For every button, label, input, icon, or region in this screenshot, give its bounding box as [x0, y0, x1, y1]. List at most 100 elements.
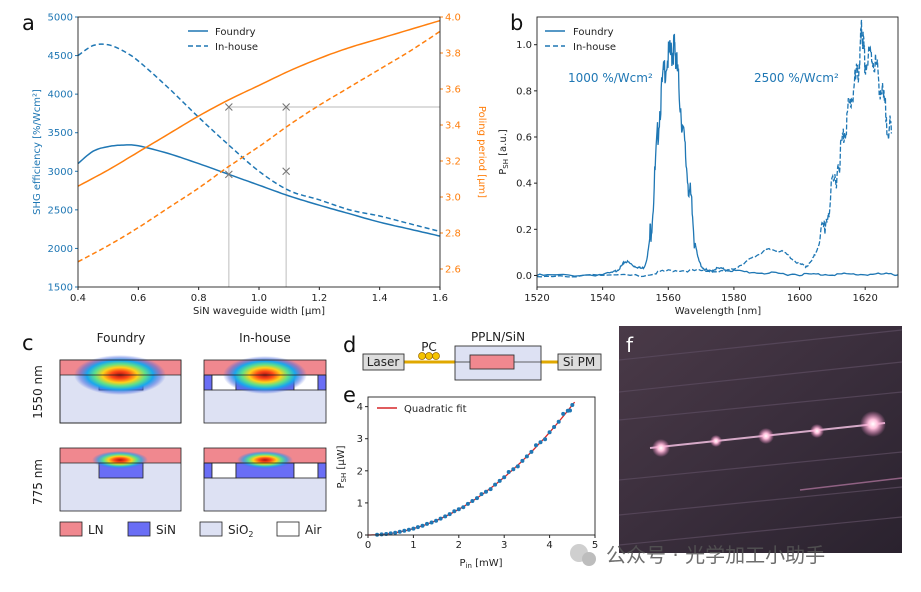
tick-label-e-y: 3: [357, 434, 363, 445]
data-point-e: [543, 437, 548, 442]
tick-label-a-y2: 3.4: [445, 121, 461, 132]
data-point-e: [529, 449, 534, 454]
data-point-e: [425, 521, 429, 526]
panel-label-f: f: [626, 333, 634, 357]
annotation-2500: 2500 %/Wcm²: [754, 71, 839, 85]
chart-b: 1520 1540 1560 1580 1600 1620 0.0 0.2 0.4 0.6 0.8 1…: [516, 19, 899, 304]
panel-a: a 0.4 0.6 0.8 1.0 1.2 1.4 1.6 1500 2000 2500 3000 3…: [22, 11, 487, 317]
pc-paddle-2: [425, 352, 433, 360]
legend-b-foundry: Foundry: [573, 27, 614, 38]
watermark-text: 公众号 · 光学加工小助手: [606, 543, 825, 567]
data-point-e: [443, 514, 448, 519]
xlabel-e: Pin [mW]: [459, 558, 502, 570]
tick-label-a-x: 1.6: [432, 293, 448, 304]
ylabel-a: SHG efficiency [%/Wcm²]: [32, 89, 43, 215]
annotation-1000: 1000 %/Wcm²: [568, 71, 653, 85]
data-point-e: [568, 408, 572, 413]
legend-c-ln-swatch: [59, 521, 83, 537]
panel-label-b: b: [510, 11, 523, 35]
legend-e-fit: Quadratic fit: [404, 404, 467, 415]
tick-label-a-y2: 3.2: [445, 157, 461, 168]
marker-x-1: [282, 167, 291, 176]
data-point-e: [570, 403, 575, 407]
tick-label-a-y: 4500: [48, 51, 73, 62]
data-point-e: [475, 496, 479, 501]
tick-label-e-y: 4: [357, 402, 363, 413]
legend-b-inhouse: In-house: [573, 42, 616, 53]
tick-label-b-y: 0.4: [516, 179, 532, 190]
panel-label-d: d: [343, 333, 356, 357]
xlabel-a: SiN waveguide width [µm]: [193, 306, 325, 317]
detector-box: [557, 353, 602, 371]
legend-c-sio2-swatch: [199, 521, 223, 537]
data-point-e: [393, 530, 398, 535]
legend-a-inhouse: In-house: [215, 42, 258, 53]
tick-label-e-x: 3: [501, 540, 507, 551]
tick-label-a-y2: 4.0: [445, 13, 461, 24]
data-point-e: [538, 440, 543, 445]
tick-label-b-y: 0.0: [516, 271, 532, 282]
tick-label-b-x: 1580: [721, 293, 746, 304]
xsection-foundry-1550: [59, 355, 182, 424]
ylabel-b: PSH [a.u.]: [498, 129, 510, 175]
marker-x-2: [224, 103, 233, 111]
tick-label-e-x: 2: [456, 540, 462, 551]
data-point-e: [388, 531, 393, 536]
axes-frame-b: [536, 16, 899, 288]
marker-x-3: [282, 103, 291, 111]
data-point-e: [547, 430, 552, 435]
xsection-inhouse-1550: [203, 356, 327, 424]
tick-label-a-y2: 3.0: [445, 193, 461, 204]
tick-label-a-x: 0.4: [70, 293, 86, 304]
chip-label: PPLN/SiN: [471, 330, 525, 344]
tick-label-e-y: 2: [357, 466, 363, 477]
series-a-3: [77, 30, 441, 263]
tick-label-b-x: 1560: [656, 293, 681, 304]
tick-label-a-x: 1.2: [311, 293, 327, 304]
photo-glow-5: [860, 411, 886, 437]
tick-label-e-y: 0: [357, 531, 363, 542]
tick-label-e-x: 4: [546, 540, 552, 551]
pc-label: PC: [421, 340, 437, 354]
y2label-a: Poling period [µm]: [476, 106, 487, 198]
data-point-e: [515, 464, 520, 469]
col-title-inhouse: In-house: [239, 331, 291, 345]
ppln-section: [469, 354, 515, 370]
data-point-e: [411, 526, 416, 531]
series-b-1: [536, 19, 893, 278]
laser-label: Laser: [367, 355, 400, 369]
tick-label-a-y: 2500: [48, 205, 73, 216]
legend-a-foundry: Foundry: [215, 27, 256, 38]
series-b-0: [536, 33, 899, 277]
photo-dim-waveguide: [799, 477, 903, 491]
legend-c-air: Air: [305, 523, 322, 537]
photo-glow-3: [758, 428, 774, 444]
tick-label-b-x: 1620: [852, 293, 877, 304]
tick-label-b-y: 0.8: [516, 86, 532, 97]
data-point-e: [429, 520, 434, 525]
data-point-e: [506, 470, 511, 474]
data-point-e: [520, 458, 525, 463]
wechat-icon-bubble-2: [582, 552, 596, 566]
panel-c: c Foundry In-house 1550 nm 775 nm: [22, 331, 327, 539]
photo-glow-1: [652, 439, 670, 457]
marker-x-0: [224, 170, 233, 179]
col-title-foundry: Foundry: [97, 331, 146, 345]
data-point-e: [465, 501, 470, 506]
tick-label-e-x: 0: [365, 540, 371, 551]
tick-label-e-x: 1: [410, 540, 416, 551]
panel-label-c: c: [22, 331, 34, 355]
data-point-e: [488, 487, 493, 492]
tick-label-a-y: 1500: [48, 283, 73, 294]
legend-c-ln: LN: [88, 523, 104, 537]
panel-label-e: e: [343, 383, 356, 407]
data-point-e: [397, 529, 402, 534]
xsection-inhouse-775: [203, 447, 327, 512]
tick-label-b-x: 1520: [524, 293, 549, 304]
data-point-e: [556, 419, 561, 424]
panel-d: d Laser PC PPLN/SiN Si PM: [343, 330, 602, 381]
photo-glow-2: [710, 435, 722, 447]
data-point-e: [497, 478, 502, 483]
panel-f: f: [618, 326, 903, 553]
data-point-e: [534, 443, 538, 448]
